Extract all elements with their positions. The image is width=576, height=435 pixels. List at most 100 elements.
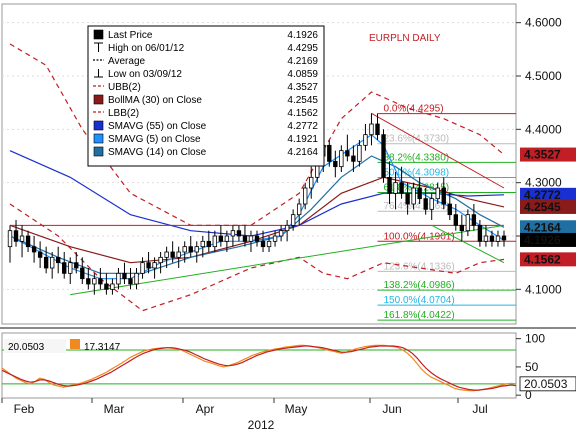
candle-body (170, 251, 175, 258)
legend-label: SMAVG (5) on Close (108, 134, 201, 145)
candle-body (74, 262, 79, 269)
fib-level-label: 100.0%(4.1901) (383, 231, 454, 242)
x-axis: Feb Mar Apr May Jun Jul (1, 398, 488, 416)
price-badge (520, 187, 576, 202)
candle-body (68, 262, 73, 274)
candle-body (206, 240, 211, 248)
candle-body (31, 246, 37, 253)
candle-body (260, 240, 266, 248)
candle-body (399, 182, 404, 194)
candle-body (56, 256, 61, 264)
legend-swatch (93, 120, 104, 131)
legend-label: Last Price (108, 30, 153, 41)
candle-body (110, 283, 115, 290)
candle-body (254, 235, 260, 242)
candle-body (351, 155, 356, 162)
legend-label: UBB(2) (108, 82, 141, 93)
legend-label: SMAVG (14) on Close (108, 147, 207, 158)
sub-y-tick-label: 0 (525, 388, 532, 402)
y-tick-label: 4.4000 (525, 122, 562, 136)
candle-body (218, 235, 224, 242)
candle-body (146, 262, 151, 269)
x-month-label: May (285, 402, 308, 416)
legend-value: 4.4295 (287, 43, 318, 54)
legend-label: LBB(2) (108, 108, 139, 119)
legend-value: 4.2169 (287, 56, 318, 67)
candle-body (25, 235, 31, 248)
legend-value: 4.2545 (287, 95, 318, 106)
legend-swatch (94, 69, 103, 78)
legend-swatch (93, 29, 104, 40)
y-tick-label: 4.5000 (525, 69, 562, 83)
legend-value: 4.0859 (287, 69, 318, 80)
candle-body (86, 278, 91, 285)
legend-swatch (93, 133, 104, 144)
candle-body (405, 192, 410, 205)
candle-body (309, 176, 314, 189)
price-badge-label: 4.3527 (524, 148, 561, 162)
legend-value: 4.3527 (287, 82, 318, 93)
candle-body (441, 187, 446, 205)
candle-body (13, 230, 19, 242)
candle-body (19, 235, 25, 242)
candle-body (182, 246, 187, 253)
candle-body (248, 235, 254, 242)
candle-body (104, 283, 109, 290)
x-month-label: Mar (104, 402, 125, 416)
candle-body (49, 256, 55, 269)
candle-body (345, 150, 350, 157)
candle-body (290, 214, 296, 226)
candle-body (116, 272, 121, 285)
candle-body (37, 251, 43, 258)
legend-value: 4.1926 (287, 30, 318, 41)
candle-body (164, 251, 169, 258)
candle-body (417, 187, 422, 200)
candle-body (152, 262, 157, 269)
candle-body (387, 176, 392, 194)
oscillator-color-swatch (70, 339, 80, 349)
sub-plot-frame (1, 332, 517, 399)
fib-level-label: 161.8%(4.0422) (383, 310, 454, 321)
x-month-label: Apr (196, 402, 215, 416)
candle-body (134, 272, 139, 285)
candle-body (194, 246, 199, 253)
price-badge-label: 4.2164 (524, 220, 561, 234)
candle-body (381, 134, 386, 178)
fib-level-label: 23.6%(4.3730) (383, 134, 449, 145)
y-tick-label: 4.1000 (525, 282, 562, 296)
candle-body (236, 230, 242, 237)
legend-label: SMAVG (55) on Close (108, 121, 207, 132)
candle-body (98, 278, 103, 285)
price-badge (520, 147, 576, 162)
oscillator-badge-label: 20.0503 (524, 377, 568, 391)
candle-body (43, 256, 49, 269)
candle-body (272, 235, 278, 242)
oscillator-panel: 0 50 100 20.0503 17.3147 20.0503 (1, 332, 576, 402)
trendline (371, 112, 505, 189)
legend-label: BollMA (30) on Close (108, 95, 202, 106)
fib-level-label: 61.8%(4.2815) (383, 183, 449, 194)
upper-bollinger-band (9, 43, 505, 226)
price-badge (520, 252, 576, 267)
sub-y-tick-label: 50 (525, 360, 539, 374)
candle-body (296, 203, 302, 216)
candle-body (327, 144, 332, 162)
oscillator-value-box (4, 339, 66, 353)
candle-body (375, 123, 380, 136)
year-label: 2012 (248, 418, 275, 432)
y-tick-label: 4.6000 (525, 16, 562, 30)
candle-body (357, 144, 362, 162)
legend-swatch (93, 94, 104, 105)
candle-body (224, 235, 230, 242)
legend-value: 4.1921 (287, 134, 318, 145)
candle-body (339, 150, 344, 168)
price-badge-label: 4.1562 (524, 252, 561, 266)
x-month-label: Jun (382, 402, 401, 416)
fib-level-label: 138.2%(4.0986) (383, 280, 454, 291)
chart-title: EURPLN DAILY (369, 33, 441, 44)
candle-body (284, 224, 290, 232)
candle-body (423, 198, 428, 210)
candle-body (200, 240, 205, 248)
main-plot-frame (1, 3, 517, 325)
